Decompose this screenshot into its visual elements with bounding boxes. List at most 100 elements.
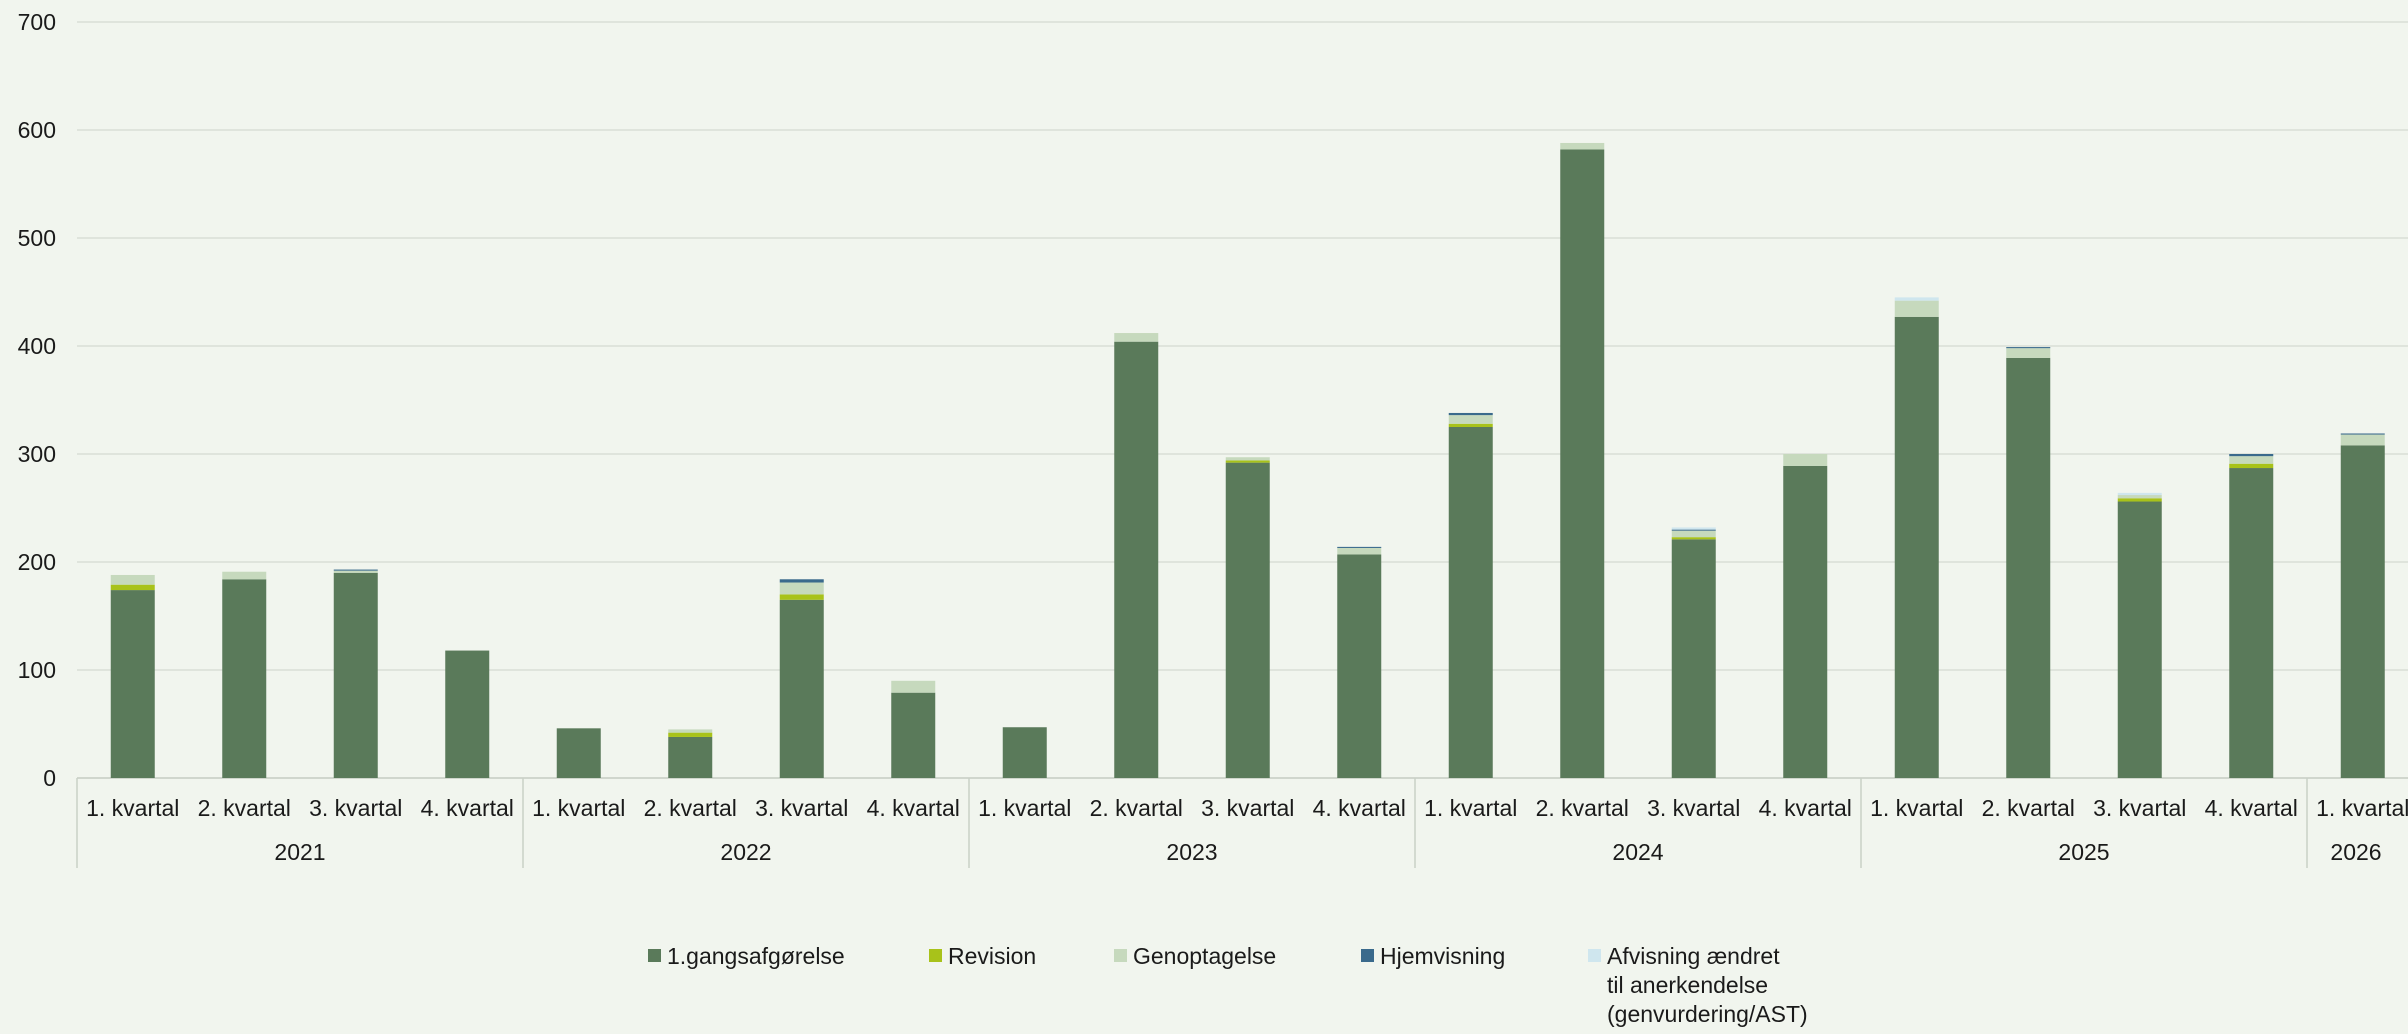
- bar-segment: [110, 584, 155, 591]
- legend-swatch: [1361, 949, 1374, 962]
- y-tick-label: 700: [18, 9, 56, 35]
- bar-segment: [1448, 412, 1493, 416]
- bar-segment: [779, 594, 824, 600]
- bar-segment: [779, 582, 824, 595]
- legend-label: Hjemvisning: [1380, 943, 1506, 969]
- bar-segment: [110, 574, 155, 585]
- bar-segment: [1671, 529, 1716, 531]
- bar-segment: [2229, 463, 2274, 469]
- y-tick-label: 0: [43, 765, 56, 791]
- bar-segment: [333, 572, 378, 778]
- bar-segment: [222, 579, 267, 778]
- category-label: 3. kvartal: [1201, 795, 1294, 821]
- category-label: 3. kvartal: [1647, 795, 1740, 821]
- bar-segment: [2006, 357, 2051, 778]
- bar-segment: [2117, 495, 2162, 499]
- bar-segment: [1560, 142, 1605, 150]
- bar-segment: [1225, 462, 1270, 778]
- category-label: 1. kvartal: [86, 795, 179, 821]
- category-label: 1. kvartal: [532, 795, 625, 821]
- group-label: 2025: [2058, 839, 2109, 865]
- legend-label: Afvisning ændret til anerkendelse (genvu…: [1607, 943, 1808, 1027]
- bar-segment: [1448, 423, 1493, 427]
- legend-label: 1.gangsafgørelse: [667, 943, 845, 969]
- bar-segment: [1671, 537, 1716, 540]
- legend-swatch: [1588, 949, 1601, 962]
- bar-segment: [1225, 460, 1270, 463]
- bar-segment: [1894, 300, 1939, 317]
- category-label: 2. kvartal: [198, 795, 291, 821]
- bar-segment: [1894, 297, 1939, 301]
- group-label: 2021: [274, 839, 325, 865]
- category-label: 1. kvartal: [2316, 795, 2408, 821]
- bar-segment: [2006, 348, 2051, 358]
- bar-segment: [2229, 454, 2274, 457]
- category-label: 4. kvartal: [421, 795, 514, 821]
- category-label: 2. kvartal: [1982, 795, 2075, 821]
- category-label: 2. kvartal: [1090, 795, 1183, 821]
- bar-segment: [1337, 554, 1382, 778]
- y-tick-label: 100: [18, 657, 56, 683]
- bar-segment: [222, 571, 267, 580]
- category-label: 4. kvartal: [867, 795, 960, 821]
- legend-item: Genoptagelse: [1114, 942, 1276, 971]
- bar-segment: [2340, 434, 2385, 446]
- bar-segment: [1114, 333, 1159, 342]
- bar-segment: [1114, 341, 1159, 778]
- category-label: 4. kvartal: [1313, 795, 1406, 821]
- group-label: 2026: [2330, 839, 2381, 865]
- bar-segment: [668, 729, 713, 733]
- bar-segment: [1783, 454, 1828, 466]
- bar-segment: [445, 650, 490, 778]
- bar-segment: [779, 579, 824, 583]
- bar-segment: [2229, 468, 2274, 778]
- legend-swatch: [1114, 949, 1127, 962]
- category-label: 4. kvartal: [1759, 795, 1852, 821]
- bar-segment: [1671, 539, 1716, 778]
- bar-segment: [1783, 465, 1828, 778]
- bar-segment: [333, 569, 378, 571]
- bar-segment: [891, 680, 936, 693]
- bar-segment: [1448, 427, 1493, 778]
- bar-segment: [2117, 501, 2162, 778]
- legend-item: 1.gangsafgørelse: [648, 942, 845, 971]
- bar-segment: [2229, 456, 2274, 464]
- y-tick-label: 400: [18, 333, 56, 359]
- bar-segment: [891, 692, 936, 778]
- category-label: 3. kvartal: [2093, 795, 2186, 821]
- bar-segment: [1671, 527, 1716, 530]
- bar-segment: [2117, 498, 2162, 502]
- bar-segment: [1894, 316, 1939, 778]
- bar-segment: [779, 599, 824, 778]
- bar-segment: [1671, 530, 1716, 538]
- category-label: 2. kvartal: [644, 795, 737, 821]
- y-tick-label: 300: [18, 441, 56, 467]
- y-tick-label: 200: [18, 549, 56, 575]
- category-label: 1. kvartal: [1870, 795, 1963, 821]
- group-label: 2023: [1166, 839, 1217, 865]
- category-label: 1. kvartal: [978, 795, 1071, 821]
- bar-segment: [668, 736, 713, 778]
- bar-segment: [333, 570, 378, 573]
- bar-segment: [668, 732, 713, 737]
- bar-segment: [1337, 547, 1382, 555]
- bar-segment: [1448, 415, 1493, 424]
- bar-segment: [1225, 457, 1270, 461]
- bar-segment: [1560, 149, 1605, 778]
- legend-label: Genoptagelse: [1133, 943, 1277, 969]
- bar-segment: [2340, 445, 2385, 778]
- category-label: 2. kvartal: [1536, 795, 1629, 821]
- legend-swatch: [929, 949, 942, 962]
- bar-segment: [110, 590, 155, 778]
- legend-item: Revision: [929, 942, 1036, 971]
- bar-segment: [1337, 546, 1382, 548]
- bar-segment: [556, 728, 601, 778]
- bar-segment: [2117, 492, 2162, 496]
- y-tick-label: 600: [18, 117, 56, 143]
- category-label: 3. kvartal: [755, 795, 848, 821]
- category-label: 3. kvartal: [309, 795, 402, 821]
- bar-segment: [1002, 727, 1047, 778]
- legend-swatch: [648, 949, 661, 962]
- legend-item: Afvisning ændret til anerkendelse (genvu…: [1588, 942, 1808, 1029]
